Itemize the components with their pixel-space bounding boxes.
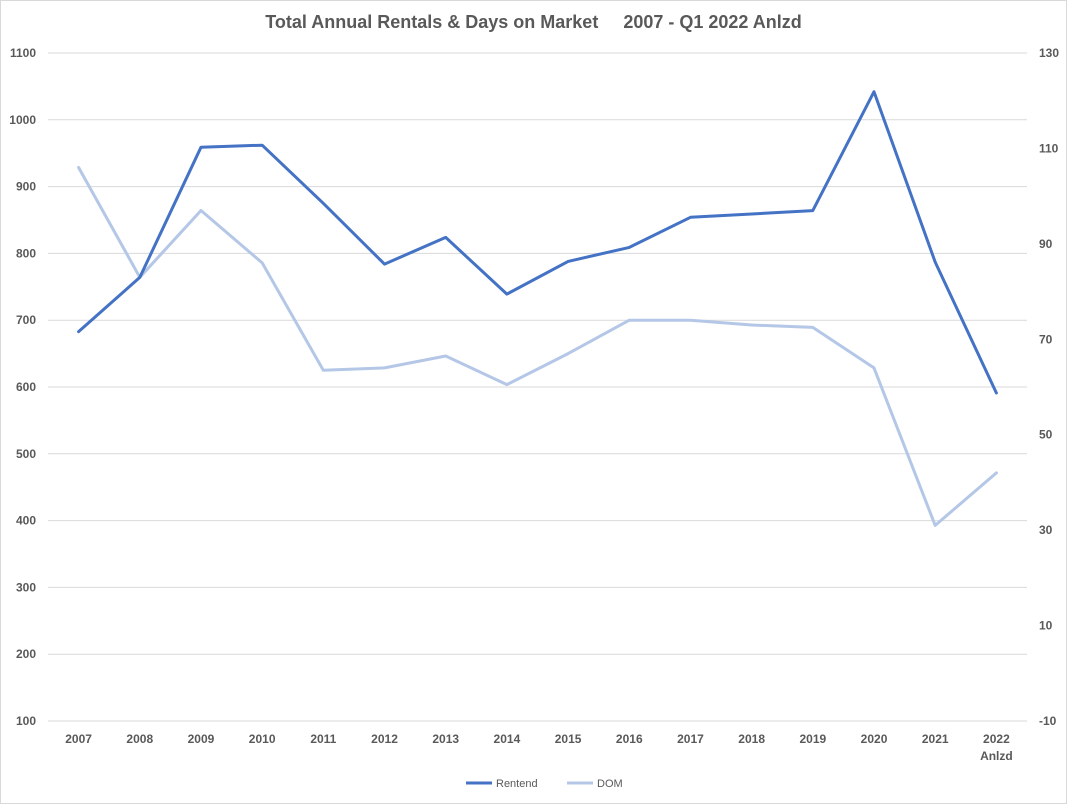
x-tick-label: 2019	[799, 732, 826, 746]
x-tick-label: 2011	[310, 732, 336, 746]
left-tick-label: 300	[16, 580, 36, 594]
left-tick-label: 800	[16, 246, 36, 260]
x-tick-label: 2018	[738, 732, 765, 746]
x-tick-label: 2017	[677, 732, 704, 746]
right-tick-label: 50	[1039, 428, 1053, 442]
series-lines	[77, 90, 998, 527]
x-tick-label: 2007	[65, 732, 92, 746]
right-tick-label: -10	[1039, 714, 1057, 728]
left-tick-label: 100	[16, 714, 36, 728]
chart-title: Total Annual Rentals & Days on Market 20…	[265, 12, 802, 32]
x-tick-label: 2010	[249, 732, 276, 746]
left-tick-label: 700	[16, 313, 36, 327]
left-tick-label: 1100	[10, 46, 36, 60]
left-tick-label: 200	[16, 647, 36, 661]
gridlines	[48, 52, 1027, 722]
x-tick-label: 2020	[861, 732, 888, 746]
x-tick-label: 2009	[188, 732, 215, 746]
right-tick-label: 90	[1039, 237, 1053, 251]
legend: Rentend DOM	[466, 778, 623, 790]
legend-label: Rentend	[496, 778, 538, 790]
left-tick-label: 400	[16, 514, 36, 528]
series-line-rentend	[77, 90, 998, 395]
x-tick-label: 2013	[432, 732, 459, 746]
x-tick-label: 2016	[616, 732, 643, 746]
x-tick-label: 2015	[555, 732, 582, 746]
x-tick-label: 2008	[126, 732, 153, 746]
right-tick-label: 70	[1039, 332, 1053, 346]
x-tick-label: 2021	[922, 732, 949, 746]
left-tick-label: 600	[16, 380, 36, 394]
right-tick-label: 110	[1039, 141, 1059, 155]
right-axis-ticks: -10 10 30 50 70 90 110 130	[1039, 46, 1059, 728]
x-tick-label: 2022 Anlzd	[980, 732, 1013, 763]
series-line-dom	[77, 166, 998, 527]
left-tick-label: 900	[16, 180, 36, 194]
right-tick-label: 10	[1039, 619, 1053, 633]
x-tick-label: 2012	[371, 732, 398, 746]
left-axis-ticks: 100 200 300 400 500 600 700 800 900 1000 1100	[9, 46, 36, 728]
x-tick-label: 2014	[494, 732, 521, 746]
left-tick-label: 500	[16, 447, 36, 461]
legend-label: DOM	[597, 778, 623, 790]
right-tick-label: 30	[1039, 523, 1053, 537]
right-tick-label: 130	[1039, 46, 1059, 60]
x-axis-ticks: 2007 2008 2009 2010 2011 2012 2013 2014 2015 2016…	[65, 732, 1013, 763]
left-tick-label: 1000	[9, 113, 36, 127]
